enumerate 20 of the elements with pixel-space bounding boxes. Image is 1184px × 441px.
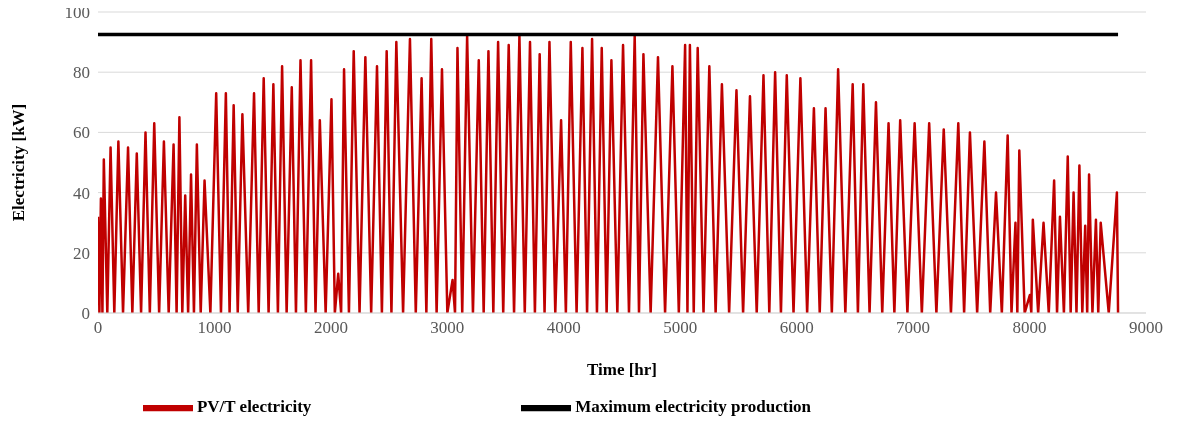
y-tick-label: 80 (73, 63, 90, 83)
y-tick-label: 40 (73, 183, 90, 203)
y-tick-label: 60 (73, 123, 90, 143)
line-series (98, 34, 1120, 313)
x-tick-label: 6000 (779, 318, 814, 338)
x-tick-label: 9000 (1129, 318, 1163, 338)
y-axis-title: Electricity [kW] (9, 103, 29, 222)
x-axis-title: Time [hr] (586, 360, 658, 379)
legend-label: PV/T electricity (196, 396, 312, 416)
x-tick-label: 7000 (896, 318, 931, 338)
legend-label: Maximum electricity production (575, 396, 812, 416)
x-tick-label: 2000 (313, 318, 348, 338)
x-tick-label: 0 (93, 318, 103, 338)
x-tick-label: 3000 (430, 318, 465, 338)
y-tick-label: 20 (73, 243, 90, 263)
x-tick-label: 4000 (546, 318, 581, 338)
x-tick-label: 5000 (663, 318, 698, 338)
x-tick-label: 1000 (197, 318, 232, 338)
y-tick-label: 0 (81, 304, 90, 324)
x-tick-label: 8000 (1012, 318, 1047, 338)
